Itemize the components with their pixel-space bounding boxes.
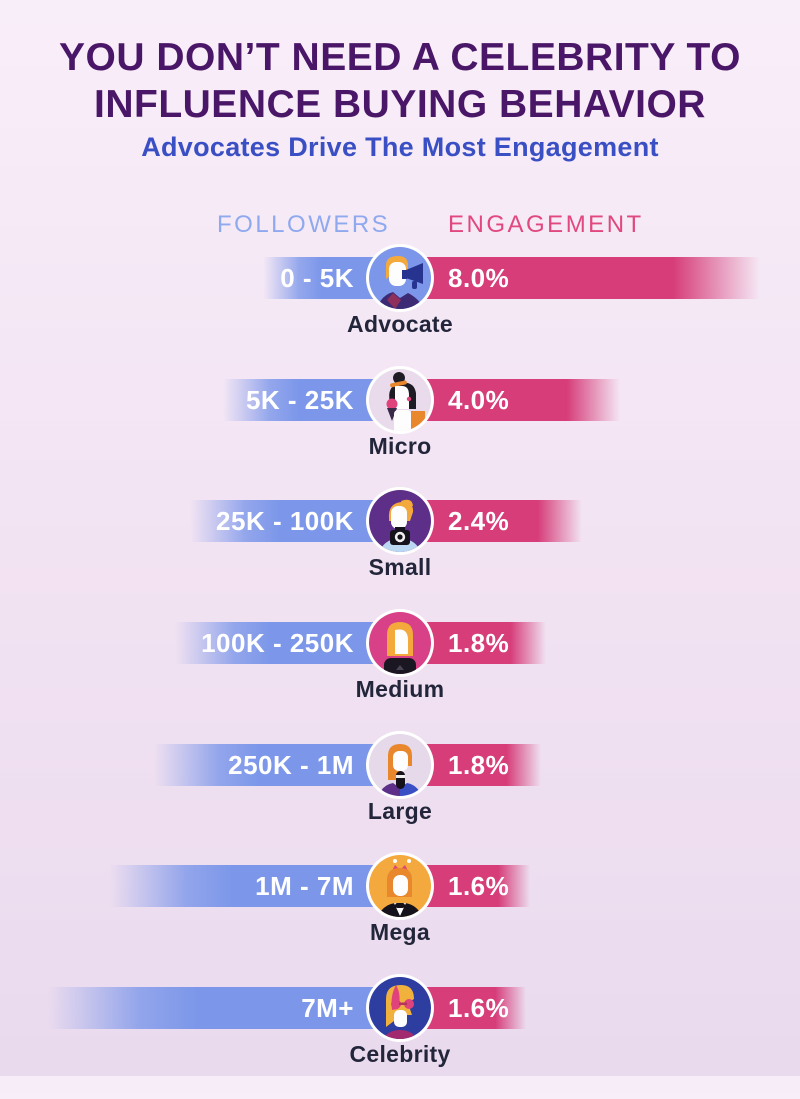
followers-bar: 100K - 250K bbox=[175, 622, 402, 664]
tier-row-medium: 100K - 250K 1.8% Medium bbox=[0, 609, 800, 734]
engagement-value-label: 1.8% bbox=[448, 749, 510, 780]
advocate-avatar bbox=[365, 243, 435, 313]
mega-avatar bbox=[365, 851, 435, 921]
footer-strip bbox=[0, 1076, 800, 1093]
followers-range-label: 250K - 1M bbox=[228, 749, 354, 780]
large-microphone-icon bbox=[366, 731, 434, 799]
followers-range-label: 100K - 250K bbox=[201, 627, 354, 658]
followers-range-label: 1M - 7M bbox=[255, 870, 354, 901]
followers-bar: 7M+ bbox=[48, 987, 402, 1029]
advocate-megaphone-icon bbox=[366, 244, 434, 312]
micro-icecream-icon bbox=[366, 366, 434, 434]
large-avatar bbox=[365, 730, 435, 800]
engagement-value-label: 1.8% bbox=[448, 627, 510, 658]
tier-label: Medium bbox=[355, 676, 445, 702]
engagement-value-label: 4.0% bbox=[448, 384, 510, 415]
title-line-2: INFLUENCE BUYING BEHAVIOR bbox=[94, 83, 706, 126]
tier-label: Small bbox=[368, 554, 432, 580]
celebrity-sunglasses-icon bbox=[366, 974, 434, 1042]
medium-laptop-icon bbox=[366, 609, 434, 677]
followers-range-label: 7M+ bbox=[301, 992, 354, 1023]
engagement-value-label: 1.6% bbox=[448, 992, 510, 1023]
infographic-subtitle: Advocates Drive The Most Engagement bbox=[141, 132, 659, 162]
followers-bar: 25K - 100K bbox=[190, 500, 402, 542]
tier-row-small: 25K - 100K 2.4% Small bbox=[0, 487, 800, 612]
engagement-bar: 4.0% bbox=[398, 379, 620, 421]
engagement-value-label: 8.0% bbox=[448, 262, 510, 293]
tier-row-micro: 5K - 25K 4.0% Micro bbox=[0, 366, 800, 491]
followers-bar: 250K - 1M bbox=[154, 744, 402, 786]
followers-range-label: 0 - 5K bbox=[280, 262, 354, 293]
engagement-column-header: ENGAGEMENT bbox=[448, 211, 644, 238]
tier-row-mega: 1M - 7M 1.6% Mega bbox=[0, 852, 800, 977]
followers-range-label: 5K - 25K bbox=[245, 384, 354, 415]
medium-avatar bbox=[365, 608, 435, 678]
micro-avatar bbox=[365, 365, 435, 435]
mega-crown-icon bbox=[366, 852, 434, 920]
engagement-value-label: 1.6% bbox=[448, 870, 510, 901]
tier-label: Celebrity bbox=[349, 1041, 451, 1067]
infographic-title: YOU DON’T NEED A CELEBRITY TO INFLUENCE … bbox=[0, 34, 800, 128]
tier-label: Advocate bbox=[347, 311, 453, 337]
engagement-bar: 8.0% bbox=[398, 257, 760, 299]
title-line-1: YOU DON’T NEED A CELEBRITY TO bbox=[59, 36, 741, 79]
engagement-value-label: 2.4% bbox=[448, 505, 510, 536]
small-camera-icon bbox=[366, 487, 434, 555]
tier-row-celebrity: 7M+ 1.6% Celebrity bbox=[0, 974, 800, 1099]
tier-label: Micro bbox=[368, 433, 432, 459]
followers-column-header: FOLLOWERS bbox=[217, 211, 391, 238]
tier-label: Large bbox=[367, 798, 433, 824]
tier-label: Mega bbox=[370, 919, 430, 945]
followers-range-label: 25K - 100K bbox=[216, 505, 354, 536]
tier-row-large: 250K - 1M 1.8% Large bbox=[0, 731, 800, 856]
small-avatar bbox=[365, 486, 435, 556]
followers-bar: 1M - 7M bbox=[110, 865, 402, 907]
tier-row-advocate: 0 - 5K 8.0% Advocate bbox=[0, 244, 800, 369]
celebrity-avatar bbox=[365, 973, 435, 1043]
